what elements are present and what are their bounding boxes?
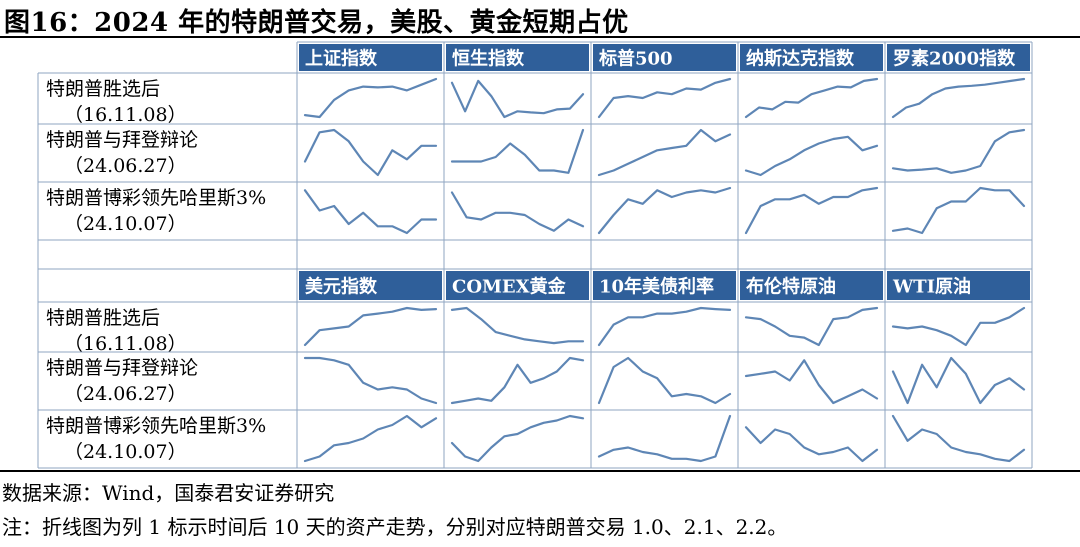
row-event-1-1: 特朗普与拜登辩论	[46, 357, 198, 379]
asset-header-1-1: COMEX黄金	[452, 276, 567, 298]
header-cell-1-2	[593, 271, 736, 300]
sparkline-0-2-0	[303, 189, 438, 235]
row-date-0-0: （16.11.08）	[64, 104, 187, 126]
sparkline-0-2-1	[450, 191, 585, 232]
sparkline-0-0-0	[303, 77, 438, 119]
asset-header-0-2: 标普500	[598, 48, 673, 70]
sparkline-1-1-2	[597, 356, 732, 405]
sparkline-0-0-3	[744, 77, 879, 119]
sparkline-1-0-4	[891, 306, 1026, 347]
asset-header-0-1: 恒生指数	[452, 48, 525, 70]
row-event-0-0: 特朗普胜选后	[46, 78, 160, 100]
header-cell-1-0	[299, 271, 442, 300]
sparkline-1-0-1	[450, 306, 585, 345]
header-cell-0-2	[593, 44, 736, 71]
asset-header-1-4: WTI原油	[892, 276, 971, 298]
row-date-0-1: （24.06.27）	[64, 155, 187, 177]
row-date-1-0: （16.11.08）	[64, 333, 187, 355]
sparkline-1-0-2	[597, 306, 732, 347]
asset-header-1-0: 美元指数	[305, 276, 378, 298]
title-rule	[0, 36, 1080, 38]
sparkline-1-2-4	[891, 414, 1026, 463]
sparkline-1-0-3	[744, 306, 879, 347]
sparkline-0-0-2	[597, 77, 732, 119]
asset-header-0-3: 纳斯达克指数	[746, 48, 855, 70]
row-date-1-2: （24.10.07）	[64, 441, 187, 463]
sparkline-1-1-1	[450, 356, 585, 405]
sparkline-1-2-2	[597, 414, 732, 463]
header-cell-1-1	[446, 271, 589, 300]
sparkline-0-2-3	[744, 186, 879, 235]
sparkline-0-2-2	[597, 186, 732, 235]
row-event-1-2: 特朗普博彩领先哈里斯3%	[46, 415, 266, 437]
figure-title: 图16：2024 年的特朗普交易，美股、黄金短期占优	[4, 8, 629, 38]
header-cell-0-0	[299, 44, 442, 71]
sparkline-1-2-1	[450, 414, 585, 463]
sparkline-0-1-2	[597, 128, 732, 177]
row-event-0-1: 特朗普与拜登辩论	[46, 129, 198, 151]
sparkline-0-0-1	[450, 79, 585, 119]
row-date-0-2: （24.10.07）	[64, 213, 187, 235]
sparkline-0-2-4	[891, 186, 1026, 235]
header-cell-0-4	[887, 44, 1030, 71]
sparkline-1-0-0	[303, 306, 438, 347]
asset-header-0-0: 上证指数	[305, 48, 378, 70]
row-event-0-2: 特朗普博彩领先哈里斯3%	[46, 187, 266, 209]
header-cell-0-1	[446, 44, 589, 71]
sparkline-1-1-0	[303, 356, 438, 405]
footnote: 注：折线图为列 1 标示时间后 10 天的资产走势，分别对应特朗普交易 1.0、…	[2, 515, 788, 539]
header-cell-1-4	[887, 271, 1030, 300]
bottom-rule	[0, 470, 1080, 472]
asset-header-1-3: 布伦特原油	[746, 276, 836, 298]
sparkline-1-1-3	[744, 359, 879, 405]
sparkline-0-1-0	[303, 128, 438, 177]
row-date-1-1: （24.06.27）	[64, 383, 187, 405]
sparkline-0-1-3	[744, 135, 879, 177]
header-cell-1-3	[740, 271, 883, 300]
sparkline-0-1-4	[891, 128, 1026, 174]
asset-header-1-2: 10年美债利率	[599, 276, 714, 298]
sparkline-1-2-3	[744, 426, 879, 463]
sparkline-0-0-4	[891, 77, 1026, 119]
sparkline-0-1-1	[450, 128, 585, 174]
header-cell-0-3	[740, 44, 883, 71]
sparkline-1-1-4	[891, 356, 1026, 405]
asset-header-0-4: 罗素2000指数	[893, 48, 1016, 70]
row-event-1-0: 特朗普胜选后	[46, 307, 160, 329]
source-note: 数据来源：Wind，国泰君安证券研究	[2, 481, 335, 505]
sparkline-1-2-0	[303, 414, 438, 463]
